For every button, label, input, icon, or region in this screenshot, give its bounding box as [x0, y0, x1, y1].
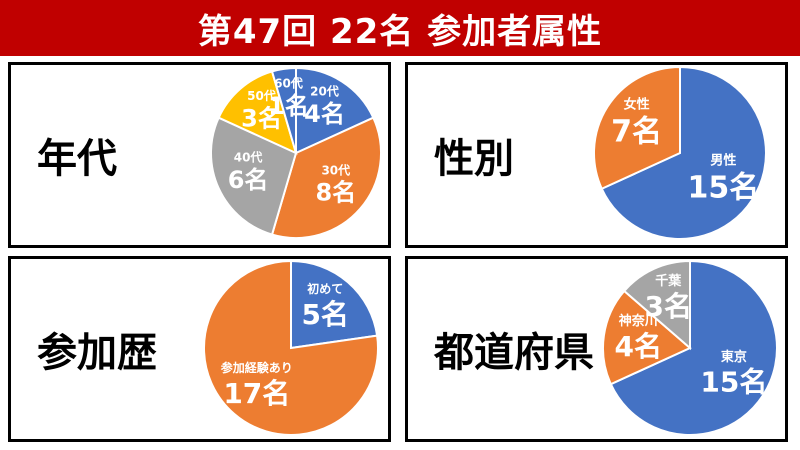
age-panel-label: 年代	[37, 136, 117, 182]
history-slice-1-category-label: 参加経験あり	[221, 360, 293, 375]
age-slice-1-category-label: 30代	[321, 162, 350, 177]
prefecture-panel-label: 都道府県	[434, 330, 594, 376]
age-slice-2	[210, 116, 298, 236]
age-slice-1-value-label: 8名	[315, 179, 356, 207]
prefecture-slice-2-value-label: 3名	[645, 290, 692, 323]
gender-slice-1-value-label: 7名	[611, 115, 662, 150]
age-slice-1	[270, 116, 382, 239]
age-panel: 年代 20代 4名 30代 8名 40代 6名 50代 3名 60代 1名	[8, 62, 391, 248]
gender-pie-chart: 男性 15名 女性 7名	[592, 65, 767, 240]
prefecture-slice-1-value-label: 4名	[615, 330, 662, 363]
gender-slice-1-category-label: 女性	[624, 97, 650, 113]
prefecture-slice-1	[602, 289, 692, 386]
gender-slice-1	[592, 65, 681, 191]
history-slice-1-value-label: 17名	[223, 377, 290, 410]
history-panel-label: 参加歴	[37, 330, 157, 376]
history-slice-0-category-label: 初めて	[307, 281, 343, 296]
page-title: 第47回 22名 参加者属性	[0, 0, 800, 56]
prefecture-slice-2-category-label: 千葉	[655, 273, 682, 289]
prefecture-slice-1-category-label: 神奈川	[619, 313, 658, 329]
age-slice-2-category-label: 40代	[234, 150, 263, 165]
age-slice-3	[217, 70, 298, 155]
history-slice-1	[203, 259, 379, 436]
prefecture-slice-2	[622, 259, 691, 351]
age-slice-4-category-label: 60代	[274, 76, 303, 91]
age-slice-0	[295, 66, 375, 155]
prefecture-slice-0	[609, 259, 778, 436]
age-slice-4	[270, 66, 297, 154]
prefecture-slice-0-category-label: 東京	[721, 349, 747, 365]
prefecture-slice-0-value-label: 15名	[700, 366, 767, 399]
gender-panel-label: 性別	[434, 136, 514, 182]
age-slice-3-category-label: 50代	[247, 88, 276, 103]
age-slice-0-category-label: 20代	[310, 84, 339, 99]
age-slice-3-value-label: 3名	[241, 104, 282, 132]
gender-slice-0-value-label: 15名	[688, 170, 760, 205]
gender-slice-0-category-label: 男性	[710, 152, 736, 168]
age-slice-0-value-label: 4名	[304, 100, 345, 128]
history-panel: 参加歴 初めて 5名参加経験あり 17名	[8, 256, 391, 442]
gender-slice-0	[600, 65, 767, 240]
age-slice-2-value-label: 6名	[228, 166, 269, 194]
gender-panel: 性別 男性 15名 女性 7名	[405, 62, 788, 248]
history-slice-0	[290, 259, 379, 350]
history-slice-0-value-label: 5名	[301, 298, 348, 331]
age-slice-4-value-label: 1名	[268, 92, 309, 120]
prefecture-panel: 都道府県 東京 15名 神奈川 4名 千葉 3名	[405, 256, 788, 442]
